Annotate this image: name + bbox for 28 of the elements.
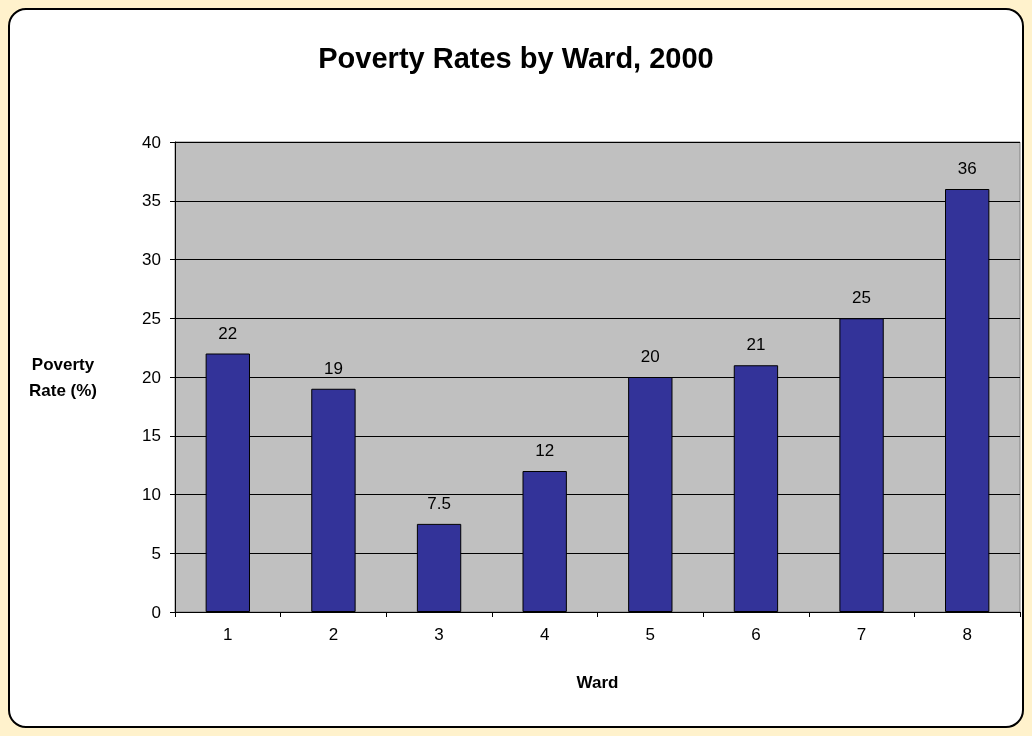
x-axis-title: Ward xyxy=(576,673,619,692)
y-tick-label: 35 xyxy=(142,191,161,211)
data-label: 19 xyxy=(323,358,343,378)
data-label: 7.5 xyxy=(427,493,451,513)
x-tick-label: 2 xyxy=(328,625,339,644)
data-label: 21 xyxy=(746,335,766,355)
y-tick-label: 25 xyxy=(142,308,161,328)
x-tick-label: 6 xyxy=(751,625,761,644)
data-label: 12 xyxy=(535,441,555,460)
data-label: 25 xyxy=(852,288,872,308)
x-tick-label: 4 xyxy=(539,625,550,644)
x-tick-label: 7 xyxy=(856,625,867,644)
x-tick-label: 1 xyxy=(223,625,233,644)
y-tick-label: 40 xyxy=(142,132,161,152)
data-label: 20 xyxy=(640,347,660,366)
x-tick-label: 3 xyxy=(434,625,444,644)
y-tick-label: 0 xyxy=(151,602,161,622)
y-tick-label: 15 xyxy=(142,426,161,446)
y-tick-label: 20 xyxy=(142,367,161,387)
x-tick-label: 8 xyxy=(962,625,972,644)
x-tick-label: 5 xyxy=(645,625,656,644)
chart-title: Poverty Rates by Ward, 2000 xyxy=(318,41,714,74)
y-tick-label: 5 xyxy=(151,543,161,563)
data-label: 22 xyxy=(218,323,238,343)
data-label: 36 xyxy=(957,159,977,178)
y-tick-label: 10 xyxy=(142,485,161,504)
y-axis-title: Poverty Rate (%) xyxy=(28,354,98,400)
y-tick-label: 30 xyxy=(142,250,161,269)
